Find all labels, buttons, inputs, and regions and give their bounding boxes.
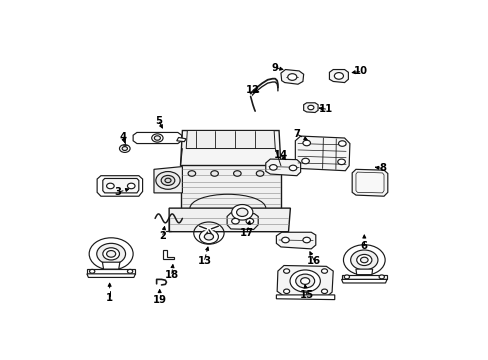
Polygon shape — [341, 279, 386, 283]
Text: 15: 15 — [299, 291, 313, 301]
Circle shape — [283, 269, 289, 273]
Circle shape — [307, 105, 313, 110]
Circle shape — [97, 243, 125, 264]
Circle shape — [236, 208, 247, 216]
Circle shape — [89, 238, 133, 270]
Text: 8: 8 — [378, 163, 385, 174]
Text: 17: 17 — [239, 228, 253, 238]
Circle shape — [343, 245, 385, 275]
Circle shape — [245, 219, 253, 224]
Text: 5: 5 — [155, 116, 162, 126]
Polygon shape — [180, 165, 280, 210]
Circle shape — [210, 171, 218, 176]
Circle shape — [233, 171, 241, 176]
Text: 14: 14 — [273, 150, 287, 161]
Circle shape — [360, 257, 367, 263]
Polygon shape — [154, 167, 182, 193]
Circle shape — [231, 204, 252, 220]
Polygon shape — [280, 69, 303, 84]
Circle shape — [302, 237, 310, 243]
Polygon shape — [351, 169, 387, 196]
Text: 6: 6 — [360, 241, 367, 251]
Circle shape — [301, 158, 309, 164]
Polygon shape — [176, 138, 186, 141]
Polygon shape — [276, 295, 334, 300]
Text: 1: 1 — [106, 293, 113, 303]
Circle shape — [127, 269, 132, 273]
Circle shape — [356, 255, 371, 266]
Polygon shape — [97, 176, 142, 196]
Polygon shape — [355, 269, 372, 275]
Polygon shape — [87, 269, 135, 274]
Circle shape — [269, 165, 277, 170]
Circle shape — [156, 172, 180, 189]
Circle shape — [199, 230, 218, 244]
Polygon shape — [276, 232, 315, 249]
Polygon shape — [295, 136, 349, 171]
Circle shape — [231, 219, 239, 224]
Text: 10: 10 — [353, 67, 367, 76]
Text: 13: 13 — [197, 256, 211, 266]
Polygon shape — [226, 213, 258, 229]
Circle shape — [334, 73, 343, 79]
Polygon shape — [169, 208, 290, 232]
Circle shape — [344, 275, 349, 279]
Circle shape — [300, 278, 309, 284]
Circle shape — [350, 250, 377, 270]
Text: 16: 16 — [306, 256, 321, 266]
Circle shape — [378, 275, 384, 279]
Text: 9: 9 — [271, 63, 278, 73]
Polygon shape — [277, 266, 332, 297]
Circle shape — [161, 175, 175, 185]
Circle shape — [164, 178, 171, 183]
Circle shape — [122, 147, 127, 150]
Text: 11: 11 — [319, 104, 333, 114]
Text: 19: 19 — [152, 296, 166, 305]
Polygon shape — [102, 179, 139, 193]
Text: 18: 18 — [164, 270, 179, 280]
Circle shape — [204, 233, 213, 240]
Circle shape — [337, 159, 345, 165]
Circle shape — [287, 74, 296, 80]
Circle shape — [321, 269, 327, 273]
Polygon shape — [186, 131, 275, 149]
Circle shape — [289, 165, 296, 171]
Polygon shape — [102, 262, 120, 269]
Polygon shape — [355, 172, 383, 193]
Circle shape — [151, 134, 163, 142]
Polygon shape — [303, 103, 317, 112]
Text: 2: 2 — [159, 231, 166, 241]
Text: 4: 4 — [119, 132, 126, 142]
Circle shape — [281, 237, 289, 243]
Circle shape — [321, 289, 327, 293]
Circle shape — [89, 269, 95, 273]
Circle shape — [338, 141, 346, 146]
Polygon shape — [133, 132, 181, 144]
Circle shape — [102, 248, 119, 260]
Circle shape — [289, 270, 320, 292]
Circle shape — [188, 171, 195, 176]
Text: 12: 12 — [245, 85, 259, 95]
Circle shape — [302, 140, 310, 146]
Circle shape — [127, 183, 135, 189]
Polygon shape — [265, 159, 300, 176]
Circle shape — [256, 171, 264, 176]
Circle shape — [283, 289, 289, 293]
Polygon shape — [163, 250, 174, 260]
Circle shape — [106, 251, 116, 257]
Polygon shape — [87, 274, 135, 278]
Text: 7: 7 — [293, 129, 300, 139]
Polygon shape — [341, 275, 386, 279]
Polygon shape — [180, 131, 280, 166]
Text: 3: 3 — [114, 187, 121, 197]
Polygon shape — [329, 69, 347, 82]
Circle shape — [295, 274, 314, 288]
Circle shape — [154, 136, 160, 140]
Circle shape — [106, 183, 114, 189]
Circle shape — [119, 145, 130, 152]
